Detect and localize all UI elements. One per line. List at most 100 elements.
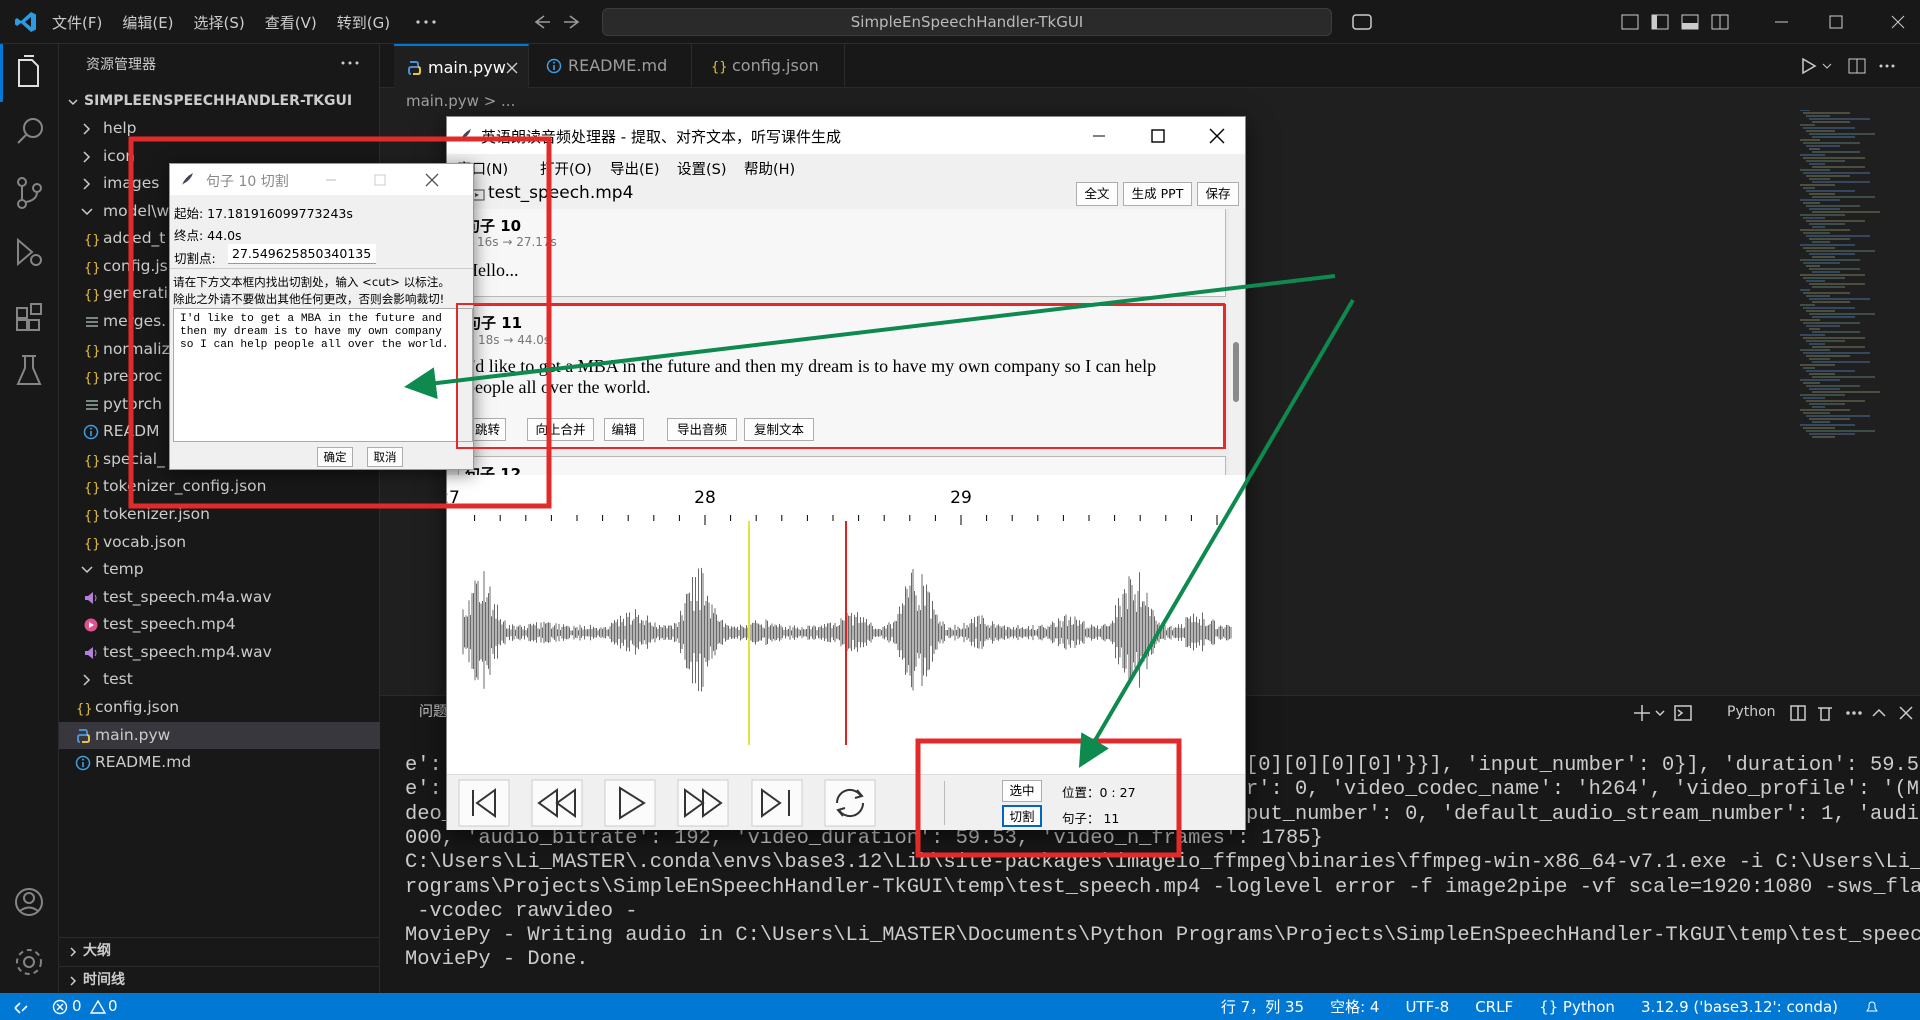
file-icon [85, 591, 97, 604]
separator [944, 781, 945, 825]
text-editor-content: I'd like to get a MBA in the future and … [180, 313, 449, 351]
svg-text:{}: {} [84, 481, 99, 495]
toolbar-button[interactable]: 全文 [1076, 182, 1118, 206]
sentence-list: 句子 10 16s → 27.17s Hello... 句子 11 18s → 44.0… [447, 209, 1245, 475]
file-name: tokenizer_config.json [103, 477, 267, 496]
toolbar-button[interactable]: 生成 PPT [1123, 182, 1192, 206]
tk-window-buttons[interactable] [1087, 126, 1237, 146]
svg-text:{}: {} [84, 537, 99, 551]
card-button[interactable]: 编辑 [604, 418, 644, 441]
explorer-title: 资源管理器 [86, 57, 156, 73]
error-count[interactable]: 0 [72, 997, 82, 1015]
tree-item[interactable]: {} vocab.json [59, 529, 380, 556]
terminal-line: deo_ [405, 802, 454, 826]
editor-tab[interactable]: README.md [534, 44, 692, 88]
warning-icon [90, 999, 106, 1014]
panel-tab[interactable]: 问题 [419, 704, 447, 720]
text-scrollbar[interactable] [457, 309, 472, 441]
tree-item[interactable]: icon [59, 143, 380, 170]
text-editor[interactable]: I'd like to get a MBA in the future and … [173, 308, 473, 442]
status-item[interactable]: CRLF [1475, 997, 1514, 1016]
window-controls [1352, 14, 1905, 30]
workspace-root[interactable]: SIMPLEENSPEECHHANDLER-TKGUI [84, 93, 353, 109]
menu-item[interactable]: 编辑(E) [122, 13, 174, 32]
panel-actions[interactable] [1630, 702, 1920, 724]
editor-tab[interactable]: main.pyw [394, 44, 529, 88]
file-icon: {} [84, 509, 99, 523]
tree-item[interactable]: {} tokenizer_config.json [59, 473, 380, 500]
file-icon: {} [84, 371, 99, 385]
tab-close[interactable] [506, 62, 518, 74]
card-button[interactable]: 复制文本 [744, 418, 814, 441]
tk-file-name: test_speech.mp4 [488, 183, 634, 203]
file-name: test_speech.mp4.wav [103, 642, 272, 661]
cut-point-input[interactable]: 27.549625850340135 [228, 244, 376, 264]
dialog-titlebar: 句子 10 切割 [170, 164, 473, 195]
tree-item[interactable]: test_speech.mp4.wav [59, 639, 380, 666]
tk-menu-item[interactable]: 帮助(H) [744, 162, 796, 178]
dialog-title: 句子 10 切割 [206, 174, 289, 190]
tab-icon [408, 61, 421, 75]
menu-item[interactable]: 查看(V) [264, 13, 317, 32]
toolbar-button[interactable]: 保存 [1197, 182, 1239, 206]
search-text: SimpleEnSpeechHandler-TkGUI [850, 13, 1084, 31]
tree-item[interactable]: test_speech.mp4 [59, 611, 380, 638]
scrollbar[interactable] [1229, 209, 1243, 475]
tree-item[interactable]: {} tokenizer.json [59, 501, 380, 528]
tree-item[interactable]: help [59, 115, 380, 142]
tree-item[interactable]: test [59, 666, 380, 693]
tree-item[interactable]: temp [59, 556, 380, 583]
scrollbar-thumb[interactable] [1233, 342, 1239, 402]
svg-text:{}: {} [84, 233, 99, 247]
editor-tab[interactable]: {} config.json [698, 44, 845, 88]
status-item[interactable]: {} Python [1539, 997, 1615, 1016]
start-time: 起始: 17.181916099773243s [174, 206, 353, 221]
remote-icon[interactable] [12, 998, 30, 1016]
error-icon [52, 999, 68, 1015]
warning-count[interactable]: 0 [108, 997, 118, 1015]
sidebar-section[interactable]: 时间线 [59, 966, 380, 993]
menu-item[interactable]: 选择(S) [193, 13, 245, 32]
chevron [70, 947, 77, 957]
select-button[interactable]: 选中 [1002, 780, 1042, 802]
file-name: main.pyw [95, 725, 171, 744]
tree-item-selected[interactable]: main.pyw [59, 721, 380, 749]
status-item[interactable]: UTF-8 [1405, 997, 1450, 1016]
svg-text:{}: {} [84, 509, 99, 523]
tree-item[interactable]: test_speech.m4a.wav [59, 584, 380, 611]
chevron-open [68, 99, 78, 106]
dialog-window-buttons[interactable] [320, 172, 470, 188]
more-icon[interactable] [412, 12, 442, 32]
terminal-line: [0][0][0][0]'}}], 'input_number': 0}], '… [1246, 754, 1920, 777]
explorer-more[interactable] [339, 58, 363, 68]
cut-button[interactable]: 切割 [1002, 805, 1042, 827]
sidebar-section[interactable]: 大纲 [59, 937, 380, 964]
tree-item[interactable]: {} config.json [59, 694, 380, 721]
breadcrumb-more[interactable]: ... [501, 92, 516, 110]
playback-buttons[interactable] [455, 778, 915, 828]
tree-item[interactable]: README.md [59, 749, 380, 776]
card-button[interactable]: 跳转 [469, 418, 506, 441]
command-center[interactable]: SimpleEnSpeechHandler-TkGUI [602, 8, 1332, 36]
nav-arrows[interactable] [530, 12, 590, 32]
dialog-button[interactable]: 取消 [367, 447, 403, 467]
menu-item[interactable]: 转到(G) [336, 13, 391, 32]
activity-icons [0, 44, 43, 975]
activity-bar [0, 44, 59, 993]
editor-actions[interactable] [1785, 56, 1895, 76]
card-button[interactable]: 向上合并 [527, 418, 594, 441]
status-item[interactable]: 空格: 4 [1330, 998, 1380, 1016]
tk-menu-item[interactable]: 设置(S) [677, 162, 727, 178]
status-item[interactable]: 行 7，列 35 [1220, 998, 1305, 1016]
terminal-line: e': [405, 778, 442, 802]
bell-icon[interactable] [1864, 999, 1880, 1015]
dialog-button[interactable]: 确定 [317, 447, 353, 467]
menu-item[interactable]: 文件(F) [52, 13, 103, 32]
tk-menu-item[interactable]: 打开(O) [540, 162, 592, 178]
file-name: config.js [103, 256, 168, 275]
status-item[interactable]: 3.12.9 ('base3.12': conda) [1640, 997, 1838, 1016]
tk-menu-item[interactable]: 导出(E) [610, 162, 660, 178]
breadcrumb-file[interactable]: main.pyw [406, 92, 479, 110]
status-bar: 0 0 行 7，列 35 空格: 4 UTF-8 CRLF {} Python 3.12.… [0, 993, 1920, 1020]
card-button[interactable]: 导出音频 [667, 418, 737, 441]
